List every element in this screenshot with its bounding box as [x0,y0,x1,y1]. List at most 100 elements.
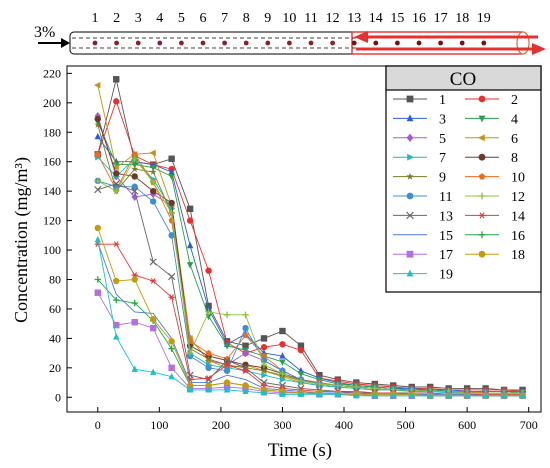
data-point [371,392,378,399]
legend-label: 18 [511,248,525,263]
data-point [149,198,157,205]
data-point [406,133,414,142]
legend-label: 9 [439,171,446,186]
data-point [279,327,286,335]
legend-label: 12 [511,190,525,205]
data-point [205,308,212,316]
data-point [131,299,138,307]
sensor-dot [416,40,422,46]
y-tick-label: 200 [43,96,61,110]
data-point [186,349,194,357]
legend-entry: 12 [465,190,525,205]
legend-entry: 13 [393,209,453,224]
data-point [113,241,120,248]
data-point [463,392,471,399]
y-tick-label: 180 [43,125,61,139]
sensor-dot [179,40,184,46]
sensor-number: 17 [434,11,448,26]
data-point [168,364,175,372]
series-layer [93,76,527,400]
legend-label: 2 [511,93,518,108]
legend-label: 7 [439,151,446,166]
sensor-dot [438,40,443,46]
legend-label: 15 [439,229,453,244]
data-point [223,367,231,374]
data-point [478,173,486,180]
data-point [297,342,305,349]
data-point [186,382,194,389]
data-point [131,318,138,326]
data-point [168,338,175,345]
data-point [149,187,157,195]
legend-title: CO [450,69,476,90]
data-point [478,231,486,239]
data-point [445,392,452,399]
y-tick-label: 220 [43,66,61,80]
data-point [242,342,249,349]
data-point [205,382,212,389]
series-line [97,279,523,397]
sensor-number: 15 [390,11,404,26]
sensor-dot [135,40,141,46]
x-tick-label: 100 [150,418,168,432]
sensor-number: 7 [221,11,228,26]
data-point [407,153,414,161]
data-point [478,192,486,200]
data-point [478,134,485,142]
y-tick-label: 140 [43,184,61,198]
data-point [260,367,268,374]
data-point [205,267,212,274]
data-point [149,316,157,323]
sensor-dot [92,40,98,46]
data-point [371,385,378,392]
data-point [168,232,175,239]
data-point [149,324,157,332]
legend-label: 11 [439,190,452,205]
data-point [131,151,138,157]
x-tick-label: 400 [335,418,353,432]
data-point [223,386,231,393]
sensor-dot [265,40,271,46]
sensor-number: 11 [304,11,317,26]
y-axis: 0 20 40 60 80 100 120 140 160 180 200 220 [43,66,72,404]
sensor-dot [222,40,228,46]
sensor-number: 9 [264,11,271,26]
data-point [260,335,268,342]
x-tick-label: 500 [397,418,415,432]
legend-label: 19 [439,268,453,283]
data-point [149,179,157,186]
legend-entry: 10 [465,171,525,186]
data-point [260,344,268,351]
data-point [186,386,194,393]
legend-entry: 9 [393,171,446,186]
y-tick-label: 120 [43,214,61,228]
data-point [408,392,415,399]
data-point [500,392,508,399]
sensor-number: 8 [243,11,250,26]
data-point [113,187,120,195]
sensor-dot [308,40,314,46]
data-point [168,294,175,301]
series-line [97,292,523,397]
data-point [390,392,397,399]
data-point [131,276,138,283]
data-point [94,121,102,128]
data-point [131,173,138,180]
data-point [242,387,249,394]
inlet-percent-label: 3% [34,24,55,41]
sensor-number: 13 [347,11,361,26]
data-point [406,114,414,122]
data-point [406,269,414,277]
legend-entry: 1 [393,93,446,108]
sensor-dot-row [92,40,487,46]
legend-label: 17 [439,248,453,263]
legend-entry: 16 [465,229,525,244]
sensor-number: 6 [200,11,207,26]
legend-entry: 7 [393,151,446,166]
data-point [131,183,138,190]
data-point [168,372,175,380]
data-point [168,199,175,207]
legend-entry: 14 [465,209,525,224]
sensor-number: 2 [113,11,120,26]
